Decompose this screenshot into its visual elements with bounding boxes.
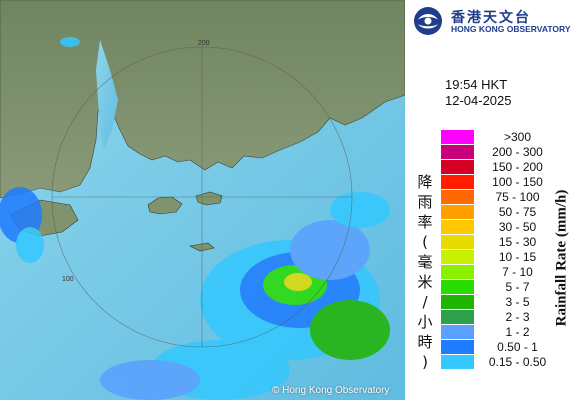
legend-label: 150 - 200 <box>492 160 543 174</box>
legend-label: 1 - 2 <box>505 325 530 339</box>
range-rings <box>51 46 353 348</box>
timestamp-time: 19:54 HKT <box>445 77 508 92</box>
legend-swatch <box>441 175 474 189</box>
legend-swatch <box>441 250 474 264</box>
info-panel: 香港天文台 HONG KONG OBSERVATORY 19:54 HKT 12… <box>405 0 577 400</box>
legend-title-en: Rainfall Rate (mm/h) <box>553 189 570 327</box>
legend-label: 15 - 30 <box>498 235 537 249</box>
radar-map-canvas: 200 100 <box>0 0 406 400</box>
legend-label: 3 - 5 <box>505 295 530 309</box>
legend-label: 2 - 3 <box>505 310 530 324</box>
logo-text-cn: 香港天文台 <box>451 10 531 26</box>
hk-island <box>195 191 223 206</box>
ring-label-top: 200 <box>198 40 210 47</box>
legend-swatch <box>441 340 474 354</box>
legend-swatch <box>441 190 474 204</box>
legend-swatch <box>441 205 474 219</box>
lantau-island <box>147 196 183 215</box>
legend-swatch <box>441 280 474 294</box>
legend-label: 75 - 100 <box>495 190 540 204</box>
legend-label: 7 - 10 <box>502 265 533 279</box>
copyright-notice: © Hong Kong Observatory <box>272 385 390 396</box>
legend-label: 10 - 15 <box>498 250 537 264</box>
legend-label: >300 <box>503 130 532 144</box>
estuary <box>96 40 118 150</box>
legend-label: 0.15 - 0.50 <box>488 355 547 369</box>
legend-swatch <box>441 220 474 234</box>
hko-emblem-icon <box>414 7 442 35</box>
rain-echoes <box>0 37 390 400</box>
legend-swatch <box>441 160 474 174</box>
legend-swatch <box>441 310 474 324</box>
legend-swatch <box>441 130 474 144</box>
legend-label: 30 - 50 <box>498 220 537 234</box>
legend-label: 100 - 150 <box>492 175 543 189</box>
legend-label: 5 - 7 <box>505 280 530 294</box>
legend-label: 0.50 - 1 <box>497 340 538 354</box>
ring-label-left: 100 <box>62 276 74 283</box>
legend-swatch <box>441 235 474 249</box>
radar-map: 200 100 © Hong Kong Observatory <box>0 0 406 400</box>
legend-swatch <box>441 295 474 309</box>
logo-text-en: HONG KONG OBSERVATORY <box>451 24 571 34</box>
legend-label: 50 - 75 <box>498 205 537 219</box>
legend-swatch <box>441 265 474 279</box>
legend-swatch <box>441 145 474 159</box>
legend-label: 200 - 300 <box>492 145 543 159</box>
legend-swatch <box>441 355 474 369</box>
legend-swatch <box>441 325 474 339</box>
timestamp-date: 12-04-2025 <box>445 93 512 108</box>
legend-title-cn: 降雨率(毫米 / 小時) <box>417 173 433 371</box>
